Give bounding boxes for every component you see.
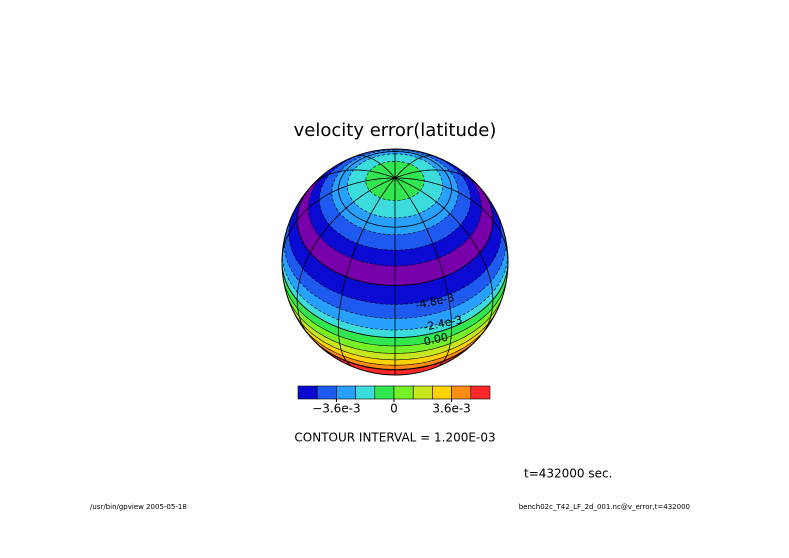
contour-interval: CONTOUR INTERVAL = 1.200E-03 xyxy=(294,431,495,445)
contour-line xyxy=(288,209,502,305)
meridian xyxy=(394,177,452,368)
colorbar-box xyxy=(355,385,376,400)
pole-marker xyxy=(393,176,397,180)
meridian xyxy=(282,177,396,260)
meridian xyxy=(394,177,494,336)
globe xyxy=(282,149,508,375)
colorbar-tick-label: 0 xyxy=(390,402,398,416)
footer-left: /usr/bin/gpview 2005-05-18 xyxy=(90,503,187,511)
colorbar-tick-label: −3.6e-3 xyxy=(312,402,361,416)
meridian xyxy=(394,169,481,188)
contour-label: 0.00 xyxy=(423,331,450,349)
meridian xyxy=(394,155,436,179)
meridian xyxy=(296,177,396,336)
chart-title: velocity error(latitude) xyxy=(294,120,497,141)
colorbar-box xyxy=(374,385,395,400)
colorbar-box xyxy=(451,385,472,400)
colorbar-box xyxy=(297,385,318,400)
footer-right: bench02c_T42_LF_2d_001.nc@v_error,t=4320… xyxy=(519,503,690,511)
meridian xyxy=(354,155,396,179)
colorbar-box xyxy=(412,385,433,400)
colorbar-box xyxy=(316,385,337,400)
colorbar-box xyxy=(470,385,491,400)
meridian xyxy=(338,177,396,368)
meridian xyxy=(310,169,396,188)
colorbar-tick-label: 3.6e-3 xyxy=(432,402,470,416)
time-label: t=432000 sec. xyxy=(524,467,612,481)
colorbar-box xyxy=(393,385,414,400)
colorbar-box xyxy=(432,385,452,400)
colorbar-box xyxy=(336,385,356,400)
meridian xyxy=(394,177,508,263)
globe-outline xyxy=(281,148,509,376)
